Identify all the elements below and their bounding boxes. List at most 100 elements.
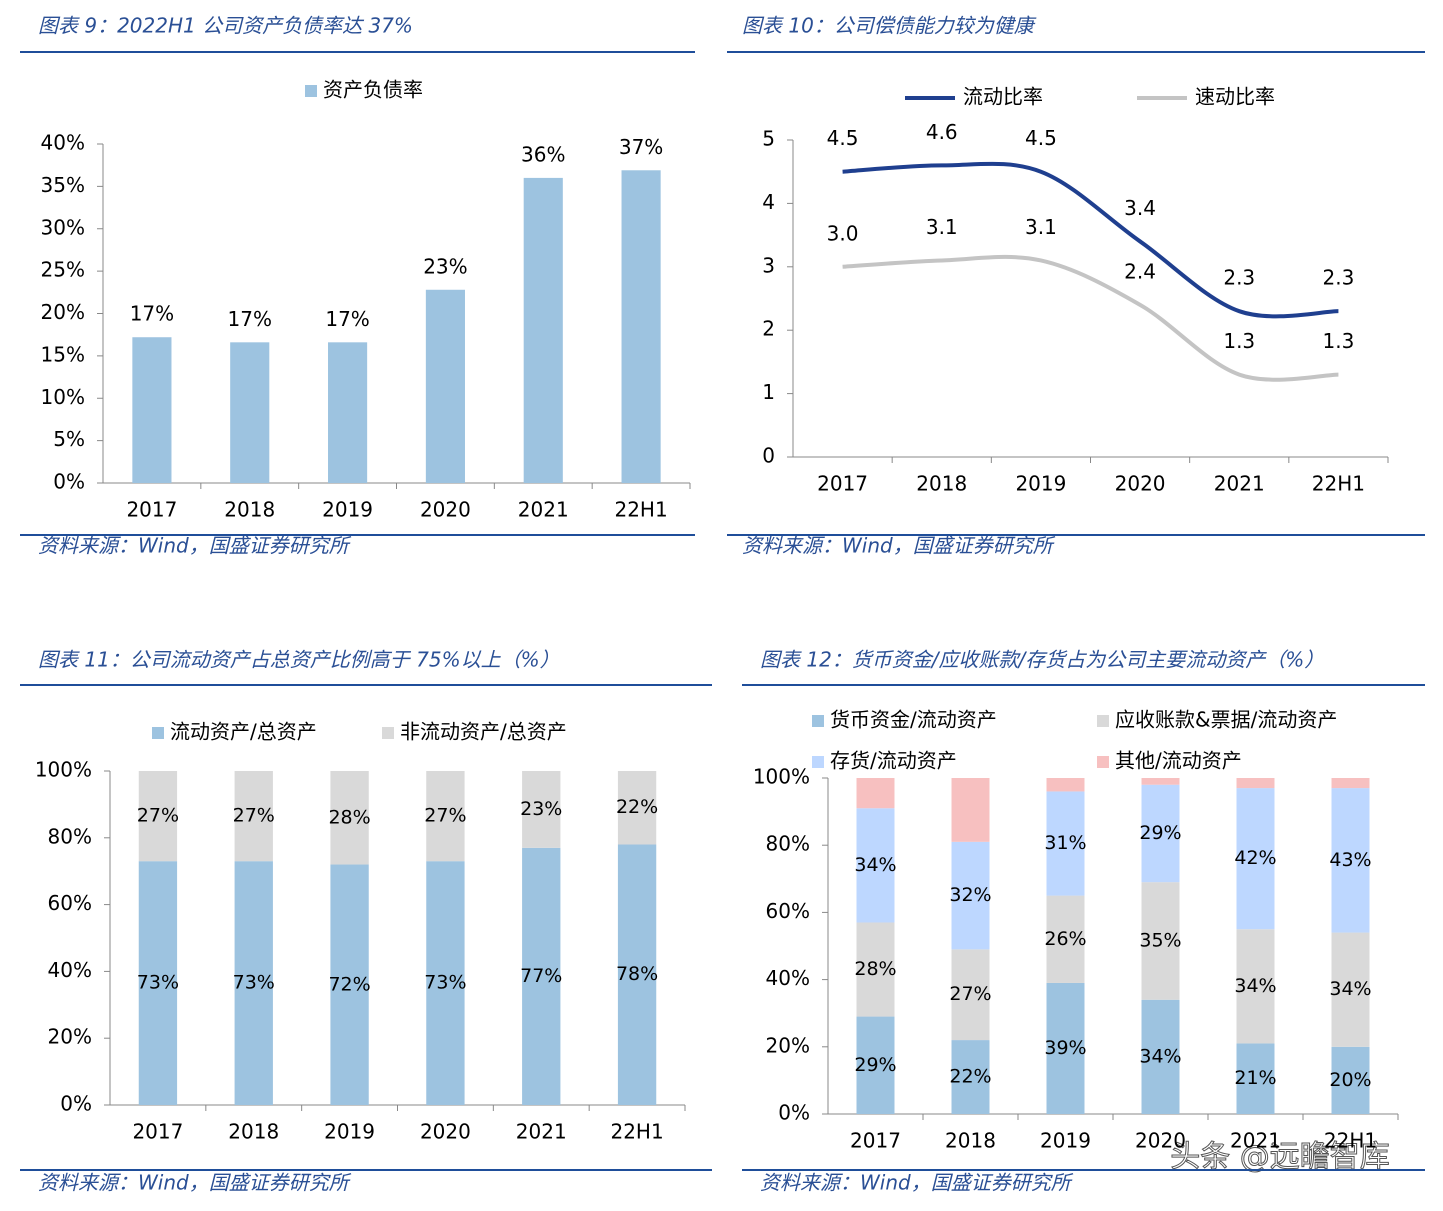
data-label: 21% <box>1234 1067 1276 1089</box>
bar-segment <box>138 861 178 1105</box>
bar-segment <box>951 949 990 1041</box>
x-tick-label: 2021 <box>1214 472 1265 496</box>
bar-segment <box>426 771 465 862</box>
line <box>842 254 1339 382</box>
bar-segment <box>1331 788 1370 933</box>
chart-title: 图表 11：公司流动资产占总资产比例高于 75%以上（%） <box>38 648 560 672</box>
data-label: 27% <box>233 805 275 827</box>
y-tick-label: 3 <box>762 253 775 277</box>
y-tick-label: 0% <box>60 1092 92 1116</box>
y-tick-label: 0% <box>53 470 85 494</box>
data-label: 73% <box>424 972 466 994</box>
data-label: 4.5 <box>827 126 859 150</box>
bar-segment <box>1046 791 1085 896</box>
y-tick-label: 20% <box>48 1025 92 1049</box>
data-label: 3.1 <box>926 215 958 239</box>
x-tick-label: 22H1 <box>1312 472 1365 496</box>
data-label: 39% <box>1044 1037 1086 1059</box>
bar-segment <box>856 808 895 923</box>
legend-label: 资产负债率 <box>323 78 423 102</box>
bar-segment <box>330 864 369 1105</box>
data-label: 17% <box>228 307 272 331</box>
data-label: 22% <box>616 796 658 818</box>
bar-segment <box>522 771 561 848</box>
y-tick-label: 15% <box>41 342 85 366</box>
data-label: 34% <box>1329 978 1371 1000</box>
bar-segment <box>856 778 895 809</box>
y-tick-label: 40% <box>766 966 810 990</box>
y-tick-label: 40% <box>48 958 92 982</box>
x-tick-label: 22H1 <box>614 498 667 522</box>
data-label: 1.3 <box>1323 329 1355 353</box>
bar-segment <box>1331 1046 1370 1114</box>
x-tick-label: 2020 <box>1115 472 1166 496</box>
x-tick-label: 2019 <box>322 498 373 522</box>
data-label: 73% <box>233 972 275 994</box>
legend-label: 速动比率 <box>1195 85 1275 109</box>
bar-segment <box>856 922 895 1017</box>
y-tick-label: 4 <box>762 190 775 214</box>
data-label: 72% <box>328 973 370 995</box>
bar <box>621 170 661 483</box>
data-label: 27% <box>137 805 179 827</box>
legend-label: 非流动资产/总资产 <box>400 720 567 744</box>
data-label: 28% <box>854 958 896 980</box>
bar-segment <box>330 771 369 865</box>
data-label: 34% <box>1234 975 1276 997</box>
x-tick-label: 22H1 <box>610 1120 663 1144</box>
y-tick-label: 35% <box>41 173 85 197</box>
data-label: 3.1 <box>1025 215 1057 239</box>
legend-swatch <box>812 756 824 768</box>
source: 资料来源：Wind，国盛证券研究所 <box>38 1171 352 1195</box>
bar-segment <box>617 771 657 845</box>
data-label: 2.3 <box>1223 266 1255 290</box>
x-tick-label: 2020 <box>420 1120 471 1144</box>
data-label: 77% <box>520 965 562 987</box>
data-label: 3.0 <box>827 221 859 245</box>
bar-segment <box>1141 999 1180 1114</box>
data-label: 78% <box>616 963 658 985</box>
data-label: 26% <box>1044 928 1086 950</box>
data-label: 37% <box>619 135 663 159</box>
y-tick-label: 25% <box>41 258 85 282</box>
chart-title: 图表 12：货币资金/应收账款/存货占为公司主要流动资产（%） <box>760 648 1324 672</box>
y-tick-label: 80% <box>48 824 92 848</box>
data-label: 4.6 <box>926 120 958 144</box>
y-tick-label: 0% <box>778 1101 810 1125</box>
y-tick-label: 100% <box>753 765 810 789</box>
x-tick-label: 2021 <box>1230 1129 1281 1153</box>
data-label: 29% <box>854 1054 896 1076</box>
x-tick-label: 2019 <box>1040 1129 1091 1153</box>
bar-segment <box>1046 982 1085 1114</box>
bar-segment <box>234 861 273 1105</box>
data-label: 42% <box>1234 847 1276 869</box>
y-tick-label: 5% <box>53 427 85 451</box>
bar-segment <box>951 841 990 950</box>
y-tick-label: 0 <box>762 444 775 468</box>
bar-segment <box>1236 788 1275 930</box>
bar-segment <box>1141 784 1180 883</box>
bar-segment <box>951 778 990 842</box>
bar-segment <box>1236 778 1275 789</box>
bar <box>425 289 465 483</box>
x-tick-label: 2019 <box>1015 472 1066 496</box>
data-label: 27% <box>424 805 466 827</box>
x-tick-label: 2018 <box>945 1129 996 1153</box>
x-tick-label: 2017 <box>817 472 868 496</box>
data-label: 23% <box>423 254 467 278</box>
data-label: 35% <box>1139 929 1181 951</box>
x-tick-label: 2017 <box>850 1129 901 1153</box>
y-tick-label: 1 <box>762 380 775 404</box>
bar-segment <box>1046 895 1085 983</box>
data-label: 22% <box>949 1066 991 1088</box>
bar <box>523 177 563 483</box>
data-label: 31% <box>1044 832 1086 854</box>
legend-label: 货币资金/流动资产 <box>830 708 997 732</box>
legend-swatch <box>152 727 164 739</box>
data-label: 3.4 <box>1124 196 1156 220</box>
y-tick-label: 40% <box>41 131 85 155</box>
bar-segment <box>1331 778 1370 789</box>
legend-swatch <box>1097 715 1109 727</box>
bar-segment <box>522 847 561 1105</box>
y-tick-label: 20% <box>41 300 85 324</box>
